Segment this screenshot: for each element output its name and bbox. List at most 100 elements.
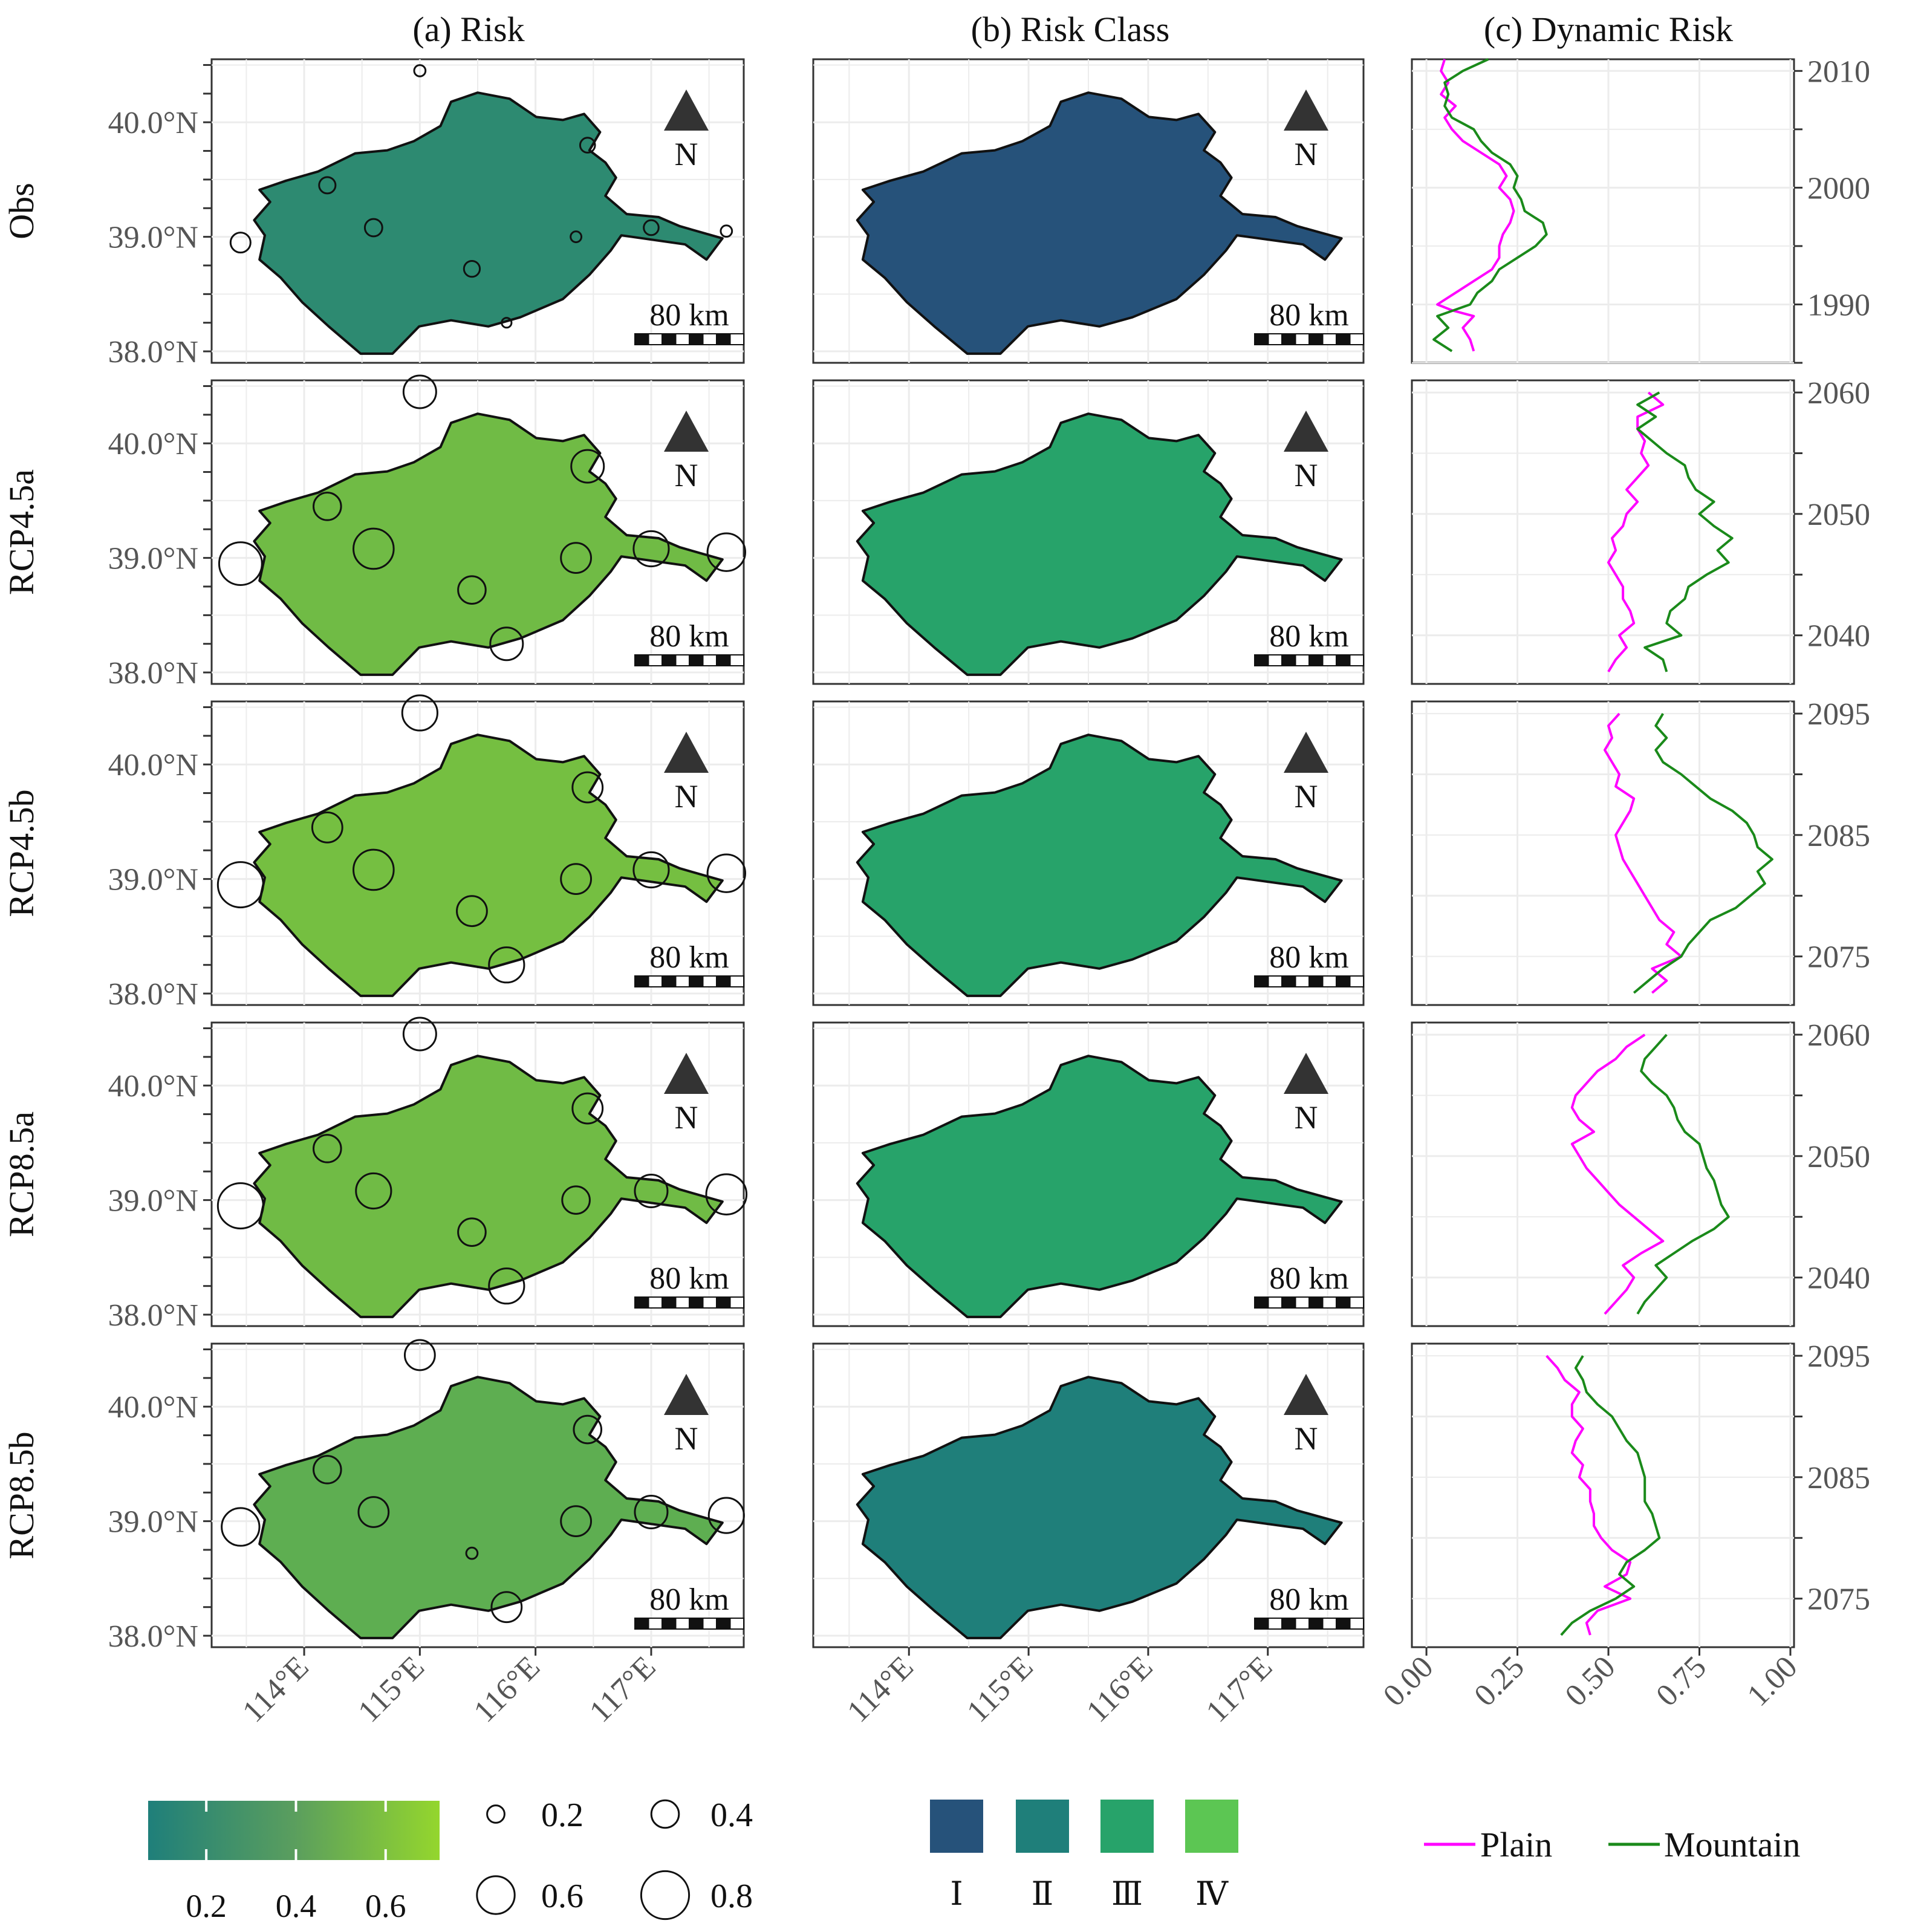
scale-label: 80 km <box>1269 940 1348 975</box>
latitude-tick-label: 39.0°N <box>108 542 198 576</box>
station-circle <box>456 895 488 928</box>
mountain-series-line <box>1633 713 1773 994</box>
latitude-axis: 38.0°N 39.0°N 40.0°N <box>108 706 212 1012</box>
north-label: N <box>1295 1420 1318 1457</box>
station-circle <box>457 575 487 605</box>
size-legend-circle <box>486 1804 505 1824</box>
station-circle <box>489 626 524 662</box>
class-legend-label: Ⅰ <box>950 1876 963 1912</box>
basin-area <box>253 412 724 676</box>
class-legend-swatch <box>1016 1800 1069 1853</box>
risk-map-panel: N 80 km 38.0°N 39.0°N 40.0°N RCP4.5b <box>2 694 747 1012</box>
scale-label: 80 km <box>649 619 729 654</box>
north-label: N <box>675 136 698 172</box>
panel-title-a: (a) Risk <box>412 10 524 49</box>
size-legend-label: 0.6 <box>541 1878 583 1915</box>
latitude-axis: 38.0°N 39.0°N 40.0°N <box>108 1027 212 1333</box>
longitude-tick-label: 116°E <box>467 1650 547 1729</box>
year-tick-label: 2000 <box>1807 171 1870 206</box>
plain-series-line <box>1607 391 1665 672</box>
north-label: N <box>675 1099 698 1136</box>
risk-axis-tick-label: 0.00 <box>1377 1650 1440 1713</box>
size-legend-circle <box>650 1799 680 1829</box>
risk-axis-tick-label: 1.00 <box>1741 1650 1804 1713</box>
class-legend-label: Ⅲ <box>1111 1876 1143 1912</box>
station-circle <box>632 851 670 889</box>
station-circle <box>634 1173 669 1208</box>
dynamic-risk-panel: 2010 2000 1990 <box>1411 54 1870 364</box>
row-label: Obs <box>2 183 41 239</box>
latitude-tick-label: 38.0°N <box>108 1619 198 1654</box>
scale-label: 80 km <box>1269 1261 1348 1296</box>
basin-area <box>253 1055 724 1318</box>
longitude-tick-label: 116°E <box>1080 1650 1159 1729</box>
risk-class-map-panel: N 80 km <box>812 379 1365 685</box>
station-circle <box>313 1134 342 1163</box>
size-legend-circle <box>640 1870 691 1921</box>
station-circle <box>216 861 264 909</box>
mountain-series-line <box>1636 391 1734 672</box>
latitude-tick-label: 40.0°N <box>108 1069 198 1104</box>
scale-label: 80 km <box>649 940 729 975</box>
station-circle <box>221 1507 261 1547</box>
scale-label: 80 km <box>1269 298 1348 333</box>
station-circle <box>402 1016 437 1052</box>
year-tick-label: 2050 <box>1807 1140 1870 1174</box>
mountain-legend-label: Mountain <box>1664 1825 1801 1864</box>
longitude-tick-label: 115°E <box>960 1650 1039 1729</box>
station-circle <box>561 1185 591 1215</box>
station-circle <box>311 811 343 844</box>
station-circle <box>632 530 670 568</box>
latitude-tick-label: 38.0°N <box>108 335 198 369</box>
station-circle <box>403 1339 436 1371</box>
mountain-series-line <box>1636 1033 1730 1315</box>
station-circle <box>573 1414 603 1445</box>
station-circle <box>706 532 747 572</box>
basin-area <box>856 91 1343 355</box>
station-circle <box>463 260 481 278</box>
station-circle <box>720 224 733 238</box>
station-circle <box>643 219 660 236</box>
station-circle <box>353 527 395 570</box>
risk-axis-tick-label: 0.75 <box>1650 1650 1713 1713</box>
latitude-tick-label: 39.0°N <box>108 1505 198 1540</box>
scale-label: 80 km <box>649 1261 729 1296</box>
station-circle <box>706 853 747 893</box>
station-circle <box>560 1505 593 1538</box>
class-legend: Ⅰ Ⅱ Ⅲ Ⅳ <box>930 1800 1238 1912</box>
plain-series-line <box>1546 1355 1632 1636</box>
year-tick-label: 2075 <box>1807 1582 1870 1617</box>
risk-map-panel: N 80 km 38.0°N 39.0°N 40.0°N RCP8.5a <box>2 1016 748 1333</box>
mountain-series-line <box>1560 1355 1661 1636</box>
class-legend-label: Ⅱ <box>1032 1876 1054 1912</box>
station-circle <box>490 1591 523 1624</box>
basin-area <box>253 91 724 355</box>
basin-area <box>253 1376 724 1639</box>
risk-map-panel: N 80 km 38.0°N 39.0°N 40.0°N RCP4.5a <box>2 374 747 691</box>
latitude-tick-label: 39.0°N <box>108 221 198 255</box>
dynamic-risk-panel: 2095 2085 2075 <box>1411 697 1870 1006</box>
colorbar-tick-label: 0.4 <box>276 1888 317 1924</box>
station-circle <box>465 1546 479 1560</box>
station-circle <box>357 1496 390 1528</box>
station-circle <box>313 492 342 521</box>
station-circle <box>501 317 513 329</box>
dynamic-risk-panel: 2095 2085 2075 <box>1411 1339 1870 1648</box>
basin-area <box>856 1376 1343 1639</box>
station-circle <box>457 1217 487 1247</box>
north-label: N <box>675 1420 698 1457</box>
colorbar-tick-label: 0.6 <box>365 1888 406 1924</box>
panel-grid: N 80 km 38.0°N 39.0°N 40.0°N Obs N 80 km 2010 200… <box>2 54 1870 1654</box>
station-circle <box>560 863 593 896</box>
latitude-tick-label: 40.0°N <box>108 1390 198 1425</box>
latitude-tick-label: 38.0°N <box>108 1298 198 1333</box>
station-circle <box>570 449 605 484</box>
station-circle <box>402 374 437 409</box>
north-arrow-icon <box>1284 1053 1328 1094</box>
station-circle <box>571 771 604 804</box>
longitude-tick-label: 114°E <box>236 1650 315 1729</box>
station-circle <box>318 176 337 195</box>
class-legend-swatch <box>1100 1800 1154 1853</box>
latitude-axis: 38.0°N 39.0°N 40.0°N <box>108 63 212 369</box>
station-circle <box>413 64 427 77</box>
